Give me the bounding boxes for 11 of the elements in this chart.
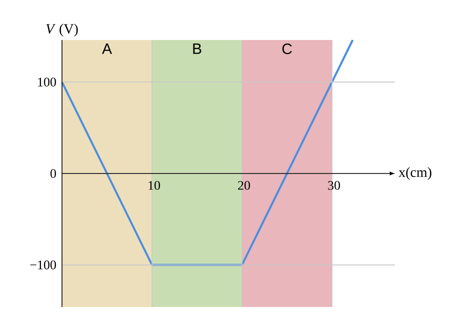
y-tick-label: 0: [50, 169, 56, 178]
x-tick-label: 20: [238, 181, 250, 190]
x-tick-label: 10: [148, 181, 160, 190]
band-label: B: [193, 44, 202, 54]
x-axis-title: x(cm): [398, 167, 432, 180]
y-tick-label: −100: [30, 260, 56, 270]
y-axis-title: V (V): [46, 24, 78, 36]
x-tick-label: 30: [328, 181, 340, 190]
band-label: A: [102, 44, 112, 54]
y-tick-label: 100: [38, 78, 56, 86]
band-label: C: [282, 44, 292, 54]
